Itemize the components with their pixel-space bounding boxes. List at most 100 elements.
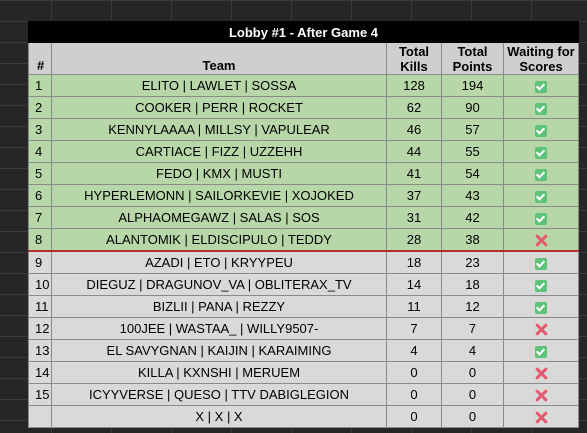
team-cell[interactable]: ELITO | LAWLET | SOSSA <box>51 74 387 97</box>
kills-cell[interactable]: 62 <box>386 96 442 119</box>
points-cell[interactable]: 0 <box>441 405 504 428</box>
waiting-status-cell[interactable] <box>503 295 579 318</box>
team-cell[interactable]: X | X | X <box>51 405 387 428</box>
waiting-status-cell[interactable] <box>503 118 579 141</box>
waiting-status-cell[interactable] <box>503 273 579 296</box>
waiting-status-cell[interactable] <box>503 405 579 428</box>
team-cell[interactable]: EL SAVYGNAN | KAIJIN | KARAIMING <box>51 339 387 362</box>
team-cell[interactable]: COOKER | PERR | ROCKET <box>51 96 387 119</box>
table-row: 13 EL SAVYGNAN | KAIJIN | KARAIMING 4 4 <box>28 339 579 362</box>
kills-cell[interactable]: 28 <box>386 228 442 252</box>
team-cell[interactable]: 100JEE | WASTAA_ | WILLY9507- <box>51 317 387 340</box>
cross-icon <box>535 367 548 380</box>
kills-cell[interactable]: 18 <box>386 250 442 274</box>
team-cell[interactable]: CARTIACE | FIZZ | UZZEHH <box>51 140 387 163</box>
header-waiting-for-scores[interactable]: Waiting for Scores <box>503 42 579 75</box>
team-cell[interactable]: HYPERLEMONN | SAILORKEVIE | XOJOKED <box>51 184 387 207</box>
table-row: 12 100JEE | WASTAA_ | WILLY9507- 7 7 <box>28 317 579 340</box>
table-row: 6 HYPERLEMONN | SAILORKEVIE | XOJOKED 37 43 <box>28 184 579 207</box>
table-row: 8 ALANTOMIK | ELDISCIPULO | TEDDY 28 38 <box>28 228 579 252</box>
points-cell[interactable]: 7 <box>441 317 504 340</box>
rank-cell[interactable]: 13 <box>28 339 52 362</box>
kills-cell[interactable]: 11 <box>386 295 442 318</box>
points-cell[interactable]: 12 <box>441 295 504 318</box>
kills-cell[interactable]: 41 <box>386 162 442 185</box>
team-cell[interactable]: KENNYLAAAA | MILLSY | VAPULEAR <box>51 118 387 141</box>
team-cell[interactable]: FEDO | KMX | MUSTI <box>51 162 387 185</box>
rank-cell[interactable] <box>28 405 52 428</box>
check-icon <box>535 301 547 314</box>
rank-cell[interactable]: 6 <box>28 184 52 207</box>
points-cell[interactable]: 194 <box>441 74 504 97</box>
rank-cell[interactable]: 7 <box>28 206 52 229</box>
kills-cell[interactable]: 0 <box>386 383 442 406</box>
kills-cell[interactable]: 7 <box>386 317 442 340</box>
kills-cell[interactable]: 46 <box>386 118 442 141</box>
waiting-status-cell[interactable] <box>503 383 579 406</box>
kills-cell[interactable]: 0 <box>386 405 442 428</box>
table-row: 10 DIEGUZ | DRAGUNOV_VA | OBLITERAX_TV 14 1… <box>28 273 579 296</box>
points-cell[interactable]: 23 <box>441 250 504 274</box>
rank-cell[interactable]: 8 <box>28 228 52 252</box>
rank-cell[interactable]: 4 <box>28 140 52 163</box>
waiting-status-cell[interactable] <box>503 184 579 207</box>
points-cell[interactable]: 0 <box>441 361 504 384</box>
team-cell[interactable]: KILLA | KXNSHI | MERUEM <box>51 361 387 384</box>
points-cell[interactable]: 55 <box>441 140 504 163</box>
team-cell[interactable]: BIZLII | PANA | REZZY <box>51 295 387 318</box>
waiting-status-cell[interactable] <box>503 206 579 229</box>
waiting-status-cell[interactable] <box>503 361 579 384</box>
rank-cell[interactable]: 2 <box>28 96 52 119</box>
team-cell[interactable]: ICYYVERSE | QUESO | TTV DABIGLEGION <box>51 383 387 406</box>
check-icon <box>535 190 547 203</box>
points-cell[interactable]: 0 <box>441 383 504 406</box>
waiting-status-cell[interactable] <box>503 339 579 362</box>
points-cell[interactable]: 18 <box>441 273 504 296</box>
rank-cell[interactable]: 5 <box>28 162 52 185</box>
table-title: Lobby #1 - After Game 4 <box>28 21 579 43</box>
kills-cell[interactable]: 4 <box>386 339 442 362</box>
team-cell[interactable]: DIEGUZ | DRAGUNOV_VA | OBLITERAX_TV <box>51 273 387 296</box>
points-cell[interactable]: 38 <box>441 228 504 252</box>
rank-cell[interactable]: 15 <box>28 383 52 406</box>
points-cell[interactable]: 90 <box>441 96 504 119</box>
check-icon <box>535 257 547 270</box>
header-total-points[interactable]: Total Points <box>441 42 504 75</box>
kills-cell[interactable]: 14 <box>386 273 442 296</box>
header-total-kills[interactable]: Total Kills <box>386 42 442 75</box>
points-cell[interactable]: 42 <box>441 206 504 229</box>
rank-cell[interactable]: 14 <box>28 361 52 384</box>
kills-cell[interactable]: 37 <box>386 184 442 207</box>
waiting-status-cell[interactable] <box>503 250 579 274</box>
waiting-status-cell[interactable] <box>503 140 579 163</box>
kills-cell[interactable]: 44 <box>386 140 442 163</box>
kills-cell[interactable]: 0 <box>386 361 442 384</box>
team-cell[interactable]: AZADI | ETO | KRYYPEU <box>51 250 387 274</box>
points-cell[interactable]: 4 <box>441 339 504 362</box>
points-cell[interactable]: 57 <box>441 118 504 141</box>
points-cell[interactable]: 54 <box>441 162 504 185</box>
kills-cell[interactable]: 31 <box>386 206 442 229</box>
rank-cell[interactable]: 3 <box>28 118 52 141</box>
rank-cell[interactable]: 9 <box>28 250 52 274</box>
kills-cell[interactable]: 128 <box>386 74 442 97</box>
header-rank[interactable]: # <box>28 42 52 75</box>
rank-cell[interactable]: 12 <box>28 317 52 340</box>
waiting-status-cell[interactable] <box>503 74 579 97</box>
cross-icon <box>535 323 548 336</box>
header-team[interactable]: Team <box>51 42 387 75</box>
waiting-status-cell[interactable] <box>503 162 579 185</box>
waiting-status-cell[interactable] <box>503 317 579 340</box>
points-cell[interactable]: 43 <box>441 184 504 207</box>
table-row: 2 COOKER | PERR | ROCKET 62 90 <box>28 96 579 119</box>
cross-icon <box>535 234 548 247</box>
waiting-status-cell[interactable] <box>503 228 579 252</box>
rank-cell[interactable]: 1 <box>28 74 52 97</box>
rank-cell[interactable]: 11 <box>28 295 52 318</box>
waiting-status-cell[interactable] <box>503 96 579 119</box>
team-cell[interactable]: ALPHAOMEGAWZ | SALAS | SOS <box>51 206 387 229</box>
rank-cell[interactable]: 10 <box>28 273 52 296</box>
table-row: 1 ELITO | LAWLET | SOSSA 128 194 <box>28 74 579 97</box>
team-cell[interactable]: ALANTOMIK | ELDISCIPULO | TEDDY <box>51 228 387 252</box>
table-row: 14 KILLA | KXNSHI | MERUEM 0 0 <box>28 361 579 384</box>
